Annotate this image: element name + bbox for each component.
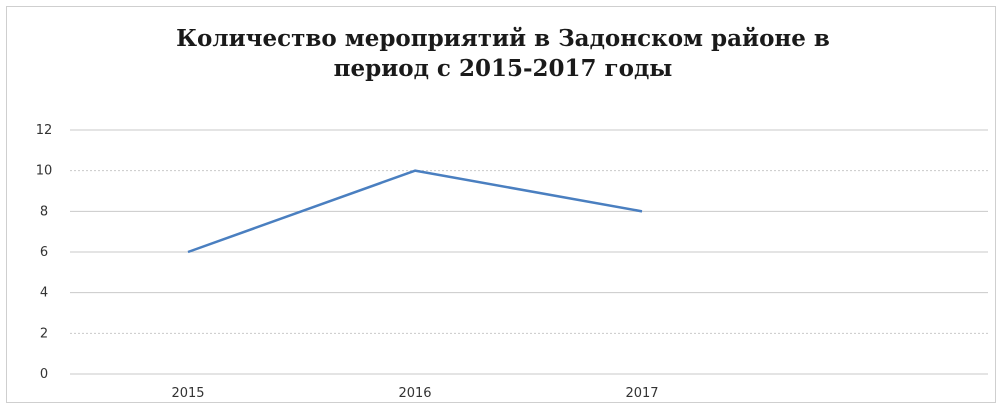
x-tick-label-2016: 2016: [398, 386, 431, 401]
series-lines: [187, 169, 643, 254]
y-tick-label-8: 8: [40, 204, 48, 219]
y-axis-tick-labels: 0 2 4 6 8 10 12: [36, 123, 53, 382]
chart-title: Количество мероприятий в Задонском район…: [0, 24, 1006, 84]
y-tick-label-12: 12: [36, 123, 53, 138]
y-tick-label-10: 10: [36, 164, 53, 179]
x-axis-tick-labels: 2015 2016 2017: [171, 386, 658, 401]
y-tick-label-6: 6: [40, 245, 48, 260]
gridlines: [70, 129, 988, 375]
x-tick-label-2017: 2017: [625, 386, 658, 401]
y-tick-label-4: 4: [40, 286, 48, 301]
x-tick-label-2015: 2015: [171, 386, 204, 401]
chart-title-line-1: Количество мероприятий в Задонском район…: [176, 25, 830, 52]
chart-frame: [6, 6, 996, 403]
y-tick-label-2: 2: [40, 326, 48, 341]
chart-title-line-2: период с 2015-2017 годы: [333, 55, 673, 82]
y-tick-label-0: 0: [40, 367, 48, 382]
